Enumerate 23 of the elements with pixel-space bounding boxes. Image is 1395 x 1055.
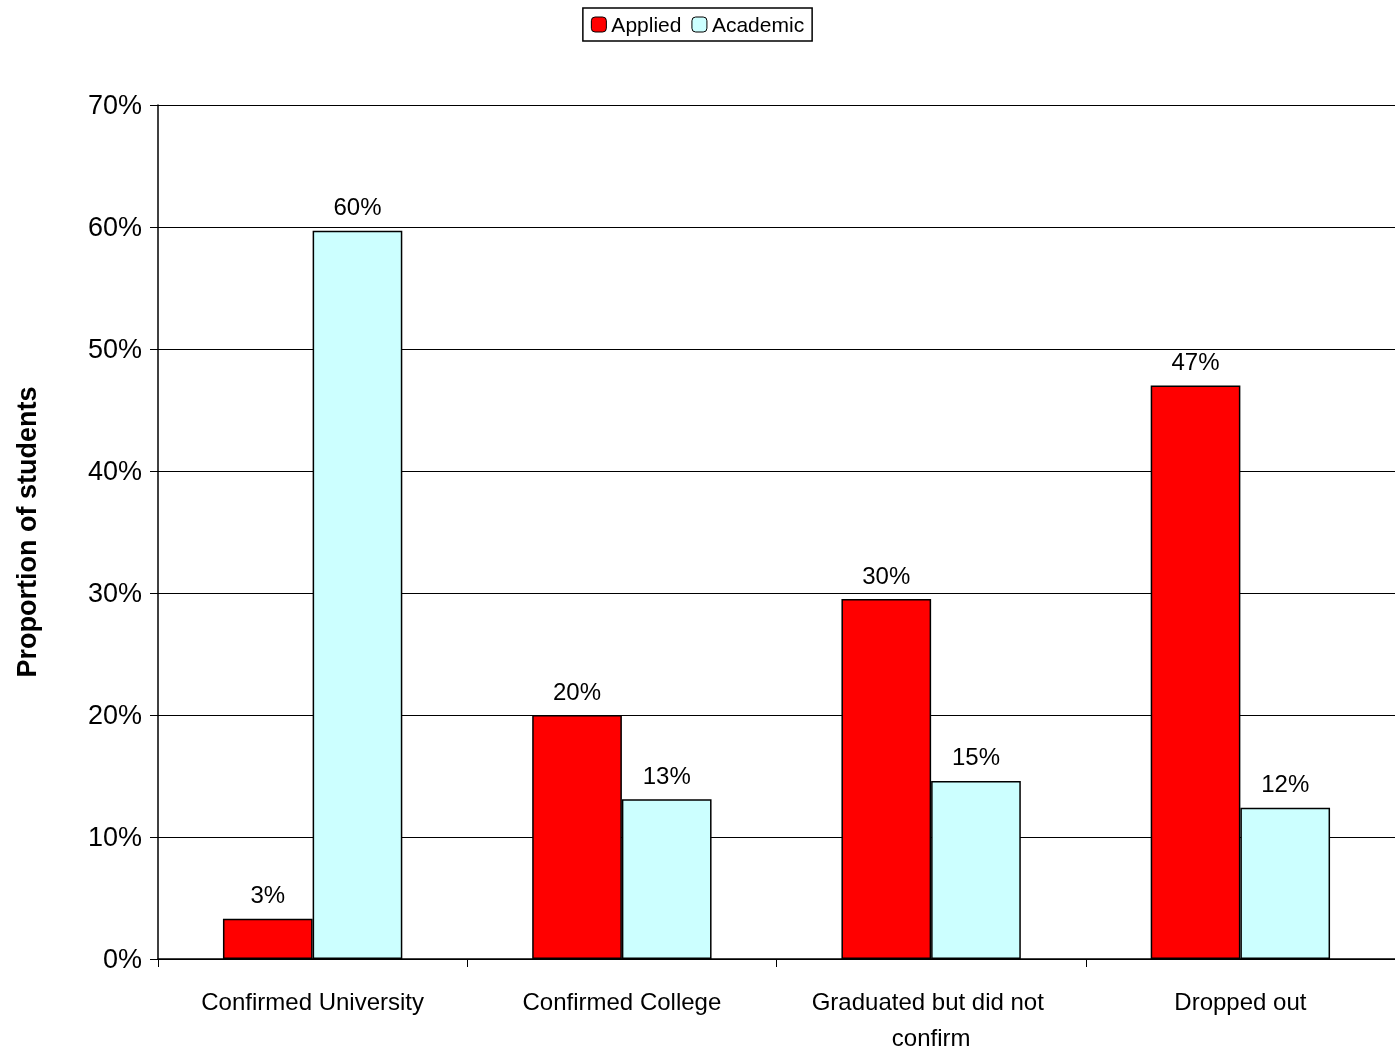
data-label: 13% [642,761,691,789]
data-label: 12% [1261,770,1310,798]
x-tick-label: Dropped out [1174,987,1307,1015]
y-tick-label: 50% [87,334,142,364]
y-axis-title: Proportion of students [11,386,42,678]
y-tick-label: 10% [87,822,142,852]
data-label: 20% [553,677,602,705]
data-label: 15% [951,743,1000,771]
data-label: 30% [862,561,911,589]
data-label: 60% [333,193,382,221]
y-tick-label: 0% [102,944,142,974]
legend-label: Academic [711,13,805,36]
legend-label: Applied [611,13,682,36]
data-label: 47% [1171,348,1220,376]
x-tick-label: Graduated but did not confirm [811,987,1051,1051]
y-tick-label: 40% [87,456,142,486]
y-tick-label: 20% [87,700,142,730]
y-tick-label: 30% [87,578,142,608]
x-tick-label: Confirmed College [522,987,722,1015]
y-tick-label: 70% [87,90,142,120]
x-tick-label: Confirmed University [201,987,424,1015]
y-tick-label: 60% [87,212,142,242]
data-label: 3% [250,881,286,909]
